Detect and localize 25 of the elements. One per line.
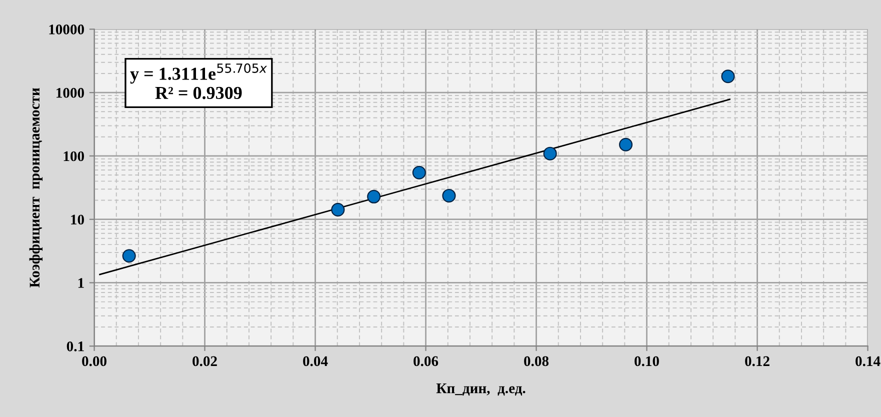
y-tick-label: 1 <box>78 278 84 288</box>
y-tick-label: 10000 <box>49 24 84 34</box>
point <box>367 190 381 204</box>
y-axis-title: Коэффициент проницаемости <box>29 88 43 288</box>
y-tick-label: 100 <box>64 151 84 162</box>
point <box>442 188 456 202</box>
point <box>412 166 426 180</box>
x-tick-label: 0.12 <box>745 356 770 366</box>
x-tick-label: 0.02 <box>192 356 217 366</box>
point <box>721 70 735 84</box>
point <box>543 146 557 160</box>
x-tick-label: 0.04 <box>303 356 328 366</box>
x-tick-label: 0.08 <box>524 356 549 366</box>
y-tick-label: 1000 <box>56 88 84 98</box>
x-tick-label: 0.10 <box>634 356 659 366</box>
y-tick-label: 0.1 <box>66 341 84 352</box>
annotation: y = 1.3111e$^{55.705x}$ R² = 0.9309 <box>130 63 268 100</box>
x-tick-label: 0.14 <box>856 356 880 366</box>
point <box>122 249 136 263</box>
point <box>331 202 345 216</box>
x-tick-label: 0.00 <box>82 356 106 366</box>
y-tick-label: 10 <box>71 214 84 225</box>
x-axis-title: Кп_дин, д.ед. <box>436 384 526 396</box>
point <box>619 138 633 152</box>
x-tick-label: 0.06 <box>414 356 438 366</box>
